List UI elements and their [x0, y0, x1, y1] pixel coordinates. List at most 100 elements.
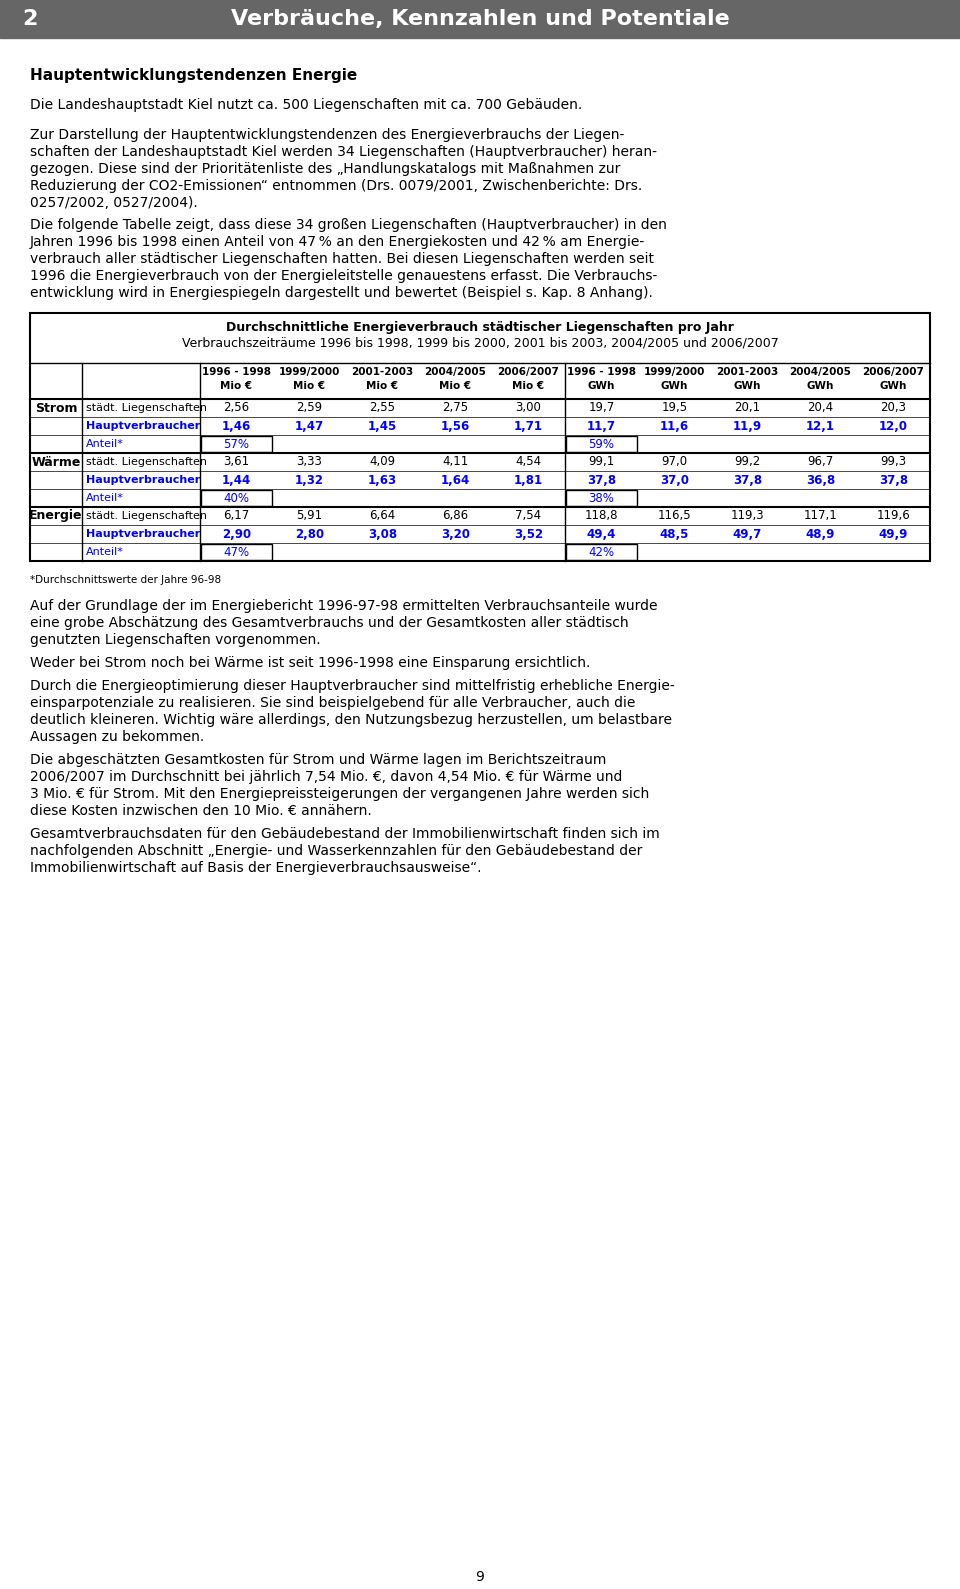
- Text: Aussagen zu bekommen.: Aussagen zu bekommen.: [30, 729, 204, 744]
- Text: 99,3: 99,3: [880, 456, 906, 469]
- Text: 49,7: 49,7: [732, 528, 762, 540]
- Text: 4,11: 4,11: [443, 456, 468, 469]
- Text: 59%: 59%: [588, 437, 614, 451]
- Text: GWh: GWh: [806, 381, 834, 391]
- Text: Hauptverbraucher: Hauptverbraucher: [86, 529, 201, 539]
- Text: Mio €: Mio €: [367, 381, 398, 391]
- Text: *Durchschnittswerte der Jahre 96-98: *Durchschnittswerte der Jahre 96-98: [30, 575, 221, 585]
- Text: Reduzierung der CO2-Emissionen“ entnommen (Drs. 0079/2001, Zwischenberichte: Drs: Reduzierung der CO2-Emissionen“ entnomme…: [30, 180, 642, 192]
- Text: 119,3: 119,3: [731, 510, 764, 523]
- Text: Anteil*: Anteil*: [86, 493, 124, 504]
- Text: diese Kosten inzwischen den 10 Mio. € annähern.: diese Kosten inzwischen den 10 Mio. € an…: [30, 804, 372, 818]
- Text: Mio €: Mio €: [440, 381, 471, 391]
- Text: städt. Liegenschaften: städt. Liegenschaften: [86, 458, 207, 467]
- Text: Die abgeschätzten Gesamtkosten für Strom und Wärme lagen im Berichtszeitraum: Die abgeschätzten Gesamtkosten für Strom…: [30, 753, 607, 767]
- Text: 7,54: 7,54: [516, 510, 541, 523]
- Text: 2001-2003: 2001-2003: [716, 367, 779, 377]
- Text: 1,45: 1,45: [368, 419, 397, 432]
- Text: 2004/2005: 2004/2005: [424, 367, 487, 377]
- Text: Mio €: Mio €: [294, 381, 325, 391]
- Text: einsparpotenziale zu realisieren. Sie sind beispielgebend für alle Verbraucher, : einsparpotenziale zu realisieren. Sie si…: [30, 696, 636, 710]
- Text: 2: 2: [22, 10, 37, 29]
- Text: 2,90: 2,90: [222, 528, 252, 540]
- Text: 37,8: 37,8: [587, 474, 616, 486]
- Text: 37,0: 37,0: [660, 474, 689, 486]
- Text: 3,52: 3,52: [514, 528, 543, 540]
- Text: GWh: GWh: [733, 381, 761, 391]
- Text: 1,64: 1,64: [441, 474, 470, 486]
- Text: schaften der Landeshauptstadt Kiel werden 34 Liegenschaften (Hauptverbraucher) h: schaften der Landeshauptstadt Kiel werde…: [30, 145, 657, 159]
- Text: Mio €: Mio €: [221, 381, 252, 391]
- Text: 49,9: 49,9: [878, 528, 908, 540]
- Text: 1999/2000: 1999/2000: [644, 367, 706, 377]
- Text: 4,54: 4,54: [516, 456, 541, 469]
- Text: verbrauch aller städtischer Liegenschaften hatten. Bei diesen Liegenschaften wer: verbrauch aller städtischer Liegenschaft…: [30, 253, 654, 265]
- Text: 12,1: 12,1: [806, 419, 835, 432]
- Text: Anteil*: Anteil*: [86, 547, 124, 558]
- Text: 1996 - 1998: 1996 - 1998: [567, 367, 636, 377]
- Text: städt. Liegenschaften: städt. Liegenschaften: [86, 404, 207, 413]
- Text: 42%: 42%: [588, 545, 614, 558]
- Text: 2,80: 2,80: [295, 528, 324, 540]
- Text: 1,56: 1,56: [441, 419, 470, 432]
- Text: 5,91: 5,91: [297, 510, 323, 523]
- Text: GWh: GWh: [660, 381, 688, 391]
- Bar: [201, 543, 272, 559]
- Text: 1,46: 1,46: [222, 419, 252, 432]
- Text: 49,4: 49,4: [587, 528, 616, 540]
- Text: 4,09: 4,09: [370, 456, 396, 469]
- Text: 1,63: 1,63: [368, 474, 397, 486]
- Text: Verbrauchszeiträume 1996 bis 1998, 1999 bis 2000, 2001 bis 2003, 2004/2005 und 2: Verbrauchszeiträume 1996 bis 1998, 1999 …: [181, 337, 779, 350]
- Text: 12,0: 12,0: [879, 419, 908, 432]
- Text: Auf der Grundlage der im Energiebericht 1996-97-98 ermittelten Verbrauchsanteile: Auf der Grundlage der im Energiebericht …: [30, 599, 658, 613]
- Text: Hauptverbraucher: Hauptverbraucher: [86, 421, 201, 431]
- Text: 99,1: 99,1: [588, 456, 614, 469]
- Text: 11,9: 11,9: [732, 419, 762, 432]
- Text: 19,7: 19,7: [588, 402, 614, 415]
- Text: Verbräuche, Kennzahlen und Potentiale: Verbräuche, Kennzahlen und Potentiale: [230, 10, 730, 29]
- Text: 48,5: 48,5: [660, 528, 689, 540]
- Text: Gesamtverbrauchsdaten für den Gebäudebestand der Immobilienwirtschaft finden sic: Gesamtverbrauchsdaten für den Gebäudebes…: [30, 826, 660, 841]
- Text: 3 Mio. € für Strom. Mit den Energiepreissteigerungen der vergangenen Jahre werde: 3 Mio. € für Strom. Mit den Energiepreis…: [30, 787, 649, 801]
- Text: 96,7: 96,7: [807, 456, 833, 469]
- Bar: [0, 0, 960, 38]
- Text: 48,9: 48,9: [805, 528, 835, 540]
- Text: GWh: GWh: [879, 381, 907, 391]
- Text: 1996 die Energieverbrauch von der Energieleitstelle genauestens erfasst. Die Ver: 1996 die Energieverbrauch von der Energi…: [30, 269, 658, 283]
- Text: 37,8: 37,8: [879, 474, 908, 486]
- Text: eine grobe Abschätzung des Gesamtverbrauchs und der Gesamtkosten aller städtisch: eine grobe Abschätzung des Gesamtverbrau…: [30, 617, 629, 629]
- Text: 2,75: 2,75: [443, 402, 468, 415]
- Text: Durchschnittliche Energieverbrauch städtischer Liegenschaften pro Jahr: Durchschnittliche Energieverbrauch städt…: [226, 321, 734, 334]
- Text: 2,55: 2,55: [370, 402, 396, 415]
- Text: 2006/2007 im Durchschnitt bei jährlich 7,54 Mio. €, davon 4,54 Mio. € für Wärme : 2006/2007 im Durchschnitt bei jährlich 7…: [30, 771, 622, 783]
- Text: 11,7: 11,7: [587, 419, 616, 432]
- Text: genutzten Liegenschaften vorgenommen.: genutzten Liegenschaften vorgenommen.: [30, 632, 321, 647]
- Text: 1,32: 1,32: [295, 474, 324, 486]
- Text: gezogen. Diese sind der Prioritätenliste des „Handlungskatalogs mit Maßnahmen zu: gezogen. Diese sind der Prioritätenliste…: [30, 162, 620, 176]
- Text: 119,6: 119,6: [876, 510, 910, 523]
- Text: 9: 9: [475, 1570, 485, 1584]
- Text: 1,81: 1,81: [514, 474, 543, 486]
- Text: Energie: Energie: [29, 510, 83, 523]
- Text: 2,56: 2,56: [224, 402, 250, 415]
- Text: 99,2: 99,2: [734, 456, 760, 469]
- Text: Durch die Energieoptimierung dieser Hauptverbraucher sind mittelfristig erheblic: Durch die Energieoptimierung dieser Haup…: [30, 679, 675, 693]
- Bar: [201, 489, 272, 505]
- Text: Hauptverbraucher: Hauptverbraucher: [86, 475, 201, 485]
- Text: 3,33: 3,33: [297, 456, 323, 469]
- Text: 3,00: 3,00: [516, 402, 541, 415]
- Text: 47%: 47%: [224, 545, 250, 558]
- Text: Hauptentwicklungstendenzen Energie: Hauptentwicklungstendenzen Energie: [30, 68, 357, 83]
- Text: 20,1: 20,1: [734, 402, 760, 415]
- Text: 57%: 57%: [224, 437, 250, 451]
- Text: 6,64: 6,64: [370, 510, 396, 523]
- Text: 6,86: 6,86: [443, 510, 468, 523]
- Text: 38%: 38%: [588, 491, 614, 504]
- Text: 2001-2003: 2001-2003: [351, 367, 414, 377]
- Text: 2006/2007: 2006/2007: [497, 367, 560, 377]
- Text: 1996 - 1998: 1996 - 1998: [202, 367, 271, 377]
- Text: Wärme: Wärme: [32, 456, 81, 469]
- Text: entwicklung wird in Energiespiegeln dargestellt und bewertet (Beispiel s. Kap. 8: entwicklung wird in Energiespiegeln darg…: [30, 286, 653, 300]
- Text: 1,47: 1,47: [295, 419, 324, 432]
- Bar: [566, 489, 637, 505]
